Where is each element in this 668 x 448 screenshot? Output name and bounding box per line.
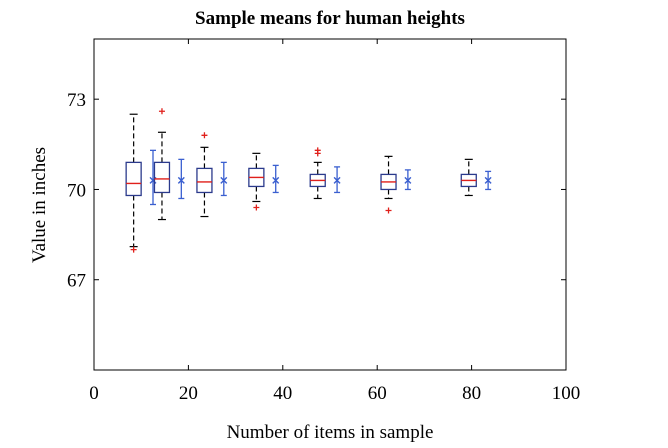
- x-tick-label: 20: [179, 383, 198, 404]
- mean-marker: [404, 176, 412, 184]
- mean-marker: [272, 176, 280, 184]
- y-tick-label: 67: [67, 271, 86, 292]
- box-group-n10: [125, 113, 157, 253]
- plot-area-frame: [93, 38, 567, 371]
- box-group-n16: [153, 108, 185, 221]
- box-group-n49: [309, 147, 341, 200]
- mean-marker: [333, 176, 341, 184]
- y-tick-label: 73: [67, 90, 86, 111]
- y-tick-label: 70: [67, 180, 86, 201]
- box-group-n25: [196, 132, 228, 218]
- box-group-n64: [380, 155, 412, 214]
- x-axis: 0 20 40 60 80 100: [89, 39, 580, 404]
- mean-marker: [177, 176, 185, 184]
- outlier-marker: [314, 147, 321, 154]
- box-iqr: [125, 161, 142, 197]
- mean-marker: [220, 176, 228, 184]
- outlier-marker: [253, 204, 260, 211]
- x-tick-label: 0: [89, 383, 99, 404]
- x-tick-label: 100: [552, 383, 581, 404]
- x-tick-label: 60: [368, 383, 387, 404]
- box-group-n81: [460, 158, 492, 197]
- outlier-marker: [130, 246, 137, 253]
- mean-marker: [484, 176, 492, 184]
- x-axis-label: Number of items in sample: [227, 422, 434, 443]
- outlier-marker: [158, 108, 165, 115]
- y-axis: 67 70 73: [67, 90, 566, 292]
- chart-title: Sample means for human heights: [195, 8, 465, 29]
- box-group-n36: [248, 152, 280, 211]
- x-tick-label: 80: [462, 383, 481, 404]
- x-tick-label: 40: [273, 383, 292, 404]
- box-iqr: [196, 167, 213, 194]
- box-series: [125, 108, 492, 253]
- y-axis-label: Value in inches: [29, 147, 50, 263]
- outlier-marker: [201, 132, 208, 139]
- box-iqr: [153, 161, 171, 194]
- outlier-marker: [385, 207, 392, 214]
